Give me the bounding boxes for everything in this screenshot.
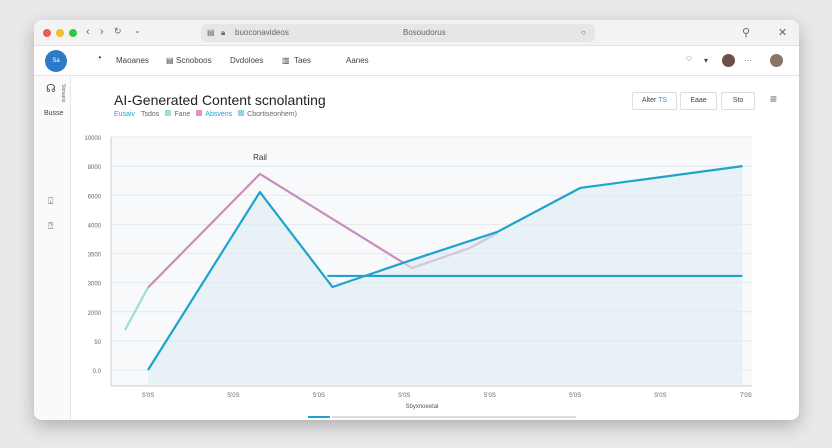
y-tick-label: 4000 — [88, 223, 102, 229]
page-icon: ▤ — [207, 28, 215, 37]
user-avatar[interactable] — [722, 54, 735, 67]
avatar[interactable]: Sa — [45, 50, 67, 72]
x-tick-label: 7'0S — [740, 393, 752, 399]
forward-icon[interactable]: › — [100, 26, 104, 38]
chevron-down-icon[interactable]: ⌄ — [134, 26, 141, 35]
grid-icon: ▥ — [282, 56, 290, 65]
y-tick-label: 8000 — [88, 165, 102, 171]
legend-item-4[interactable]: Cbortiseonhem) — [238, 110, 297, 118]
more-icon[interactable]: ··· — [744, 56, 752, 65]
back-icon[interactable]: ‹ — [86, 26, 90, 38]
lock-icon: 🔒︎ — [221, 28, 226, 37]
x-tick-label: S'0S — [313, 393, 326, 399]
legend: Eusaiv Tsdos Fane Absvens Cbortiseonhem) — [114, 110, 297, 118]
list-icon: ▤ — [166, 56, 174, 65]
nav-item-1[interactable]: Scnoboos — [176, 56, 212, 65]
sidebar: ☊ Sbnaeis Busse ⍗ ⍰ — [34, 76, 71, 420]
minimize-window-button[interactable] — [56, 29, 64, 37]
top-nav: Sa ◔ Maoanes ▤ Scnoboos Dvdoloes ▥ Taes … — [34, 46, 799, 76]
address-bar[interactable]: ▤ 🔒︎ buoconavideos Bosoudorus ○ — [201, 24, 595, 42]
info-icon[interactable]: ⍰ — [48, 221, 54, 231]
x-tick-label: S'0S — [142, 393, 155, 399]
sidebar-vertical-label: Sbnaeis — [60, 84, 66, 103]
x-tick-label: S'0S — [654, 393, 667, 399]
menu-icon[interactable]: ≡ — [770, 92, 778, 106]
reload-page-icon[interactable]: ○ — [581, 28, 586, 37]
annotation-label: Rail — [253, 153, 267, 162]
legend-item-3[interactable]: Absvens — [196, 110, 232, 118]
y-tick-label: 50 — [94, 340, 101, 346]
nav-item-0[interactable]: Maoanes — [116, 56, 149, 65]
x-tick-label: S'0S — [227, 393, 240, 399]
scrollbar-track[interactable] — [332, 416, 576, 418]
title-bar: ‹ › ↻ ⌄ ▤ 🔒︎ buoconavideos Bosoudorus ○ … — [34, 20, 799, 46]
series-line-0 — [123, 287, 149, 331]
nav-item-2[interactable]: Dvdoloes — [230, 56, 264, 65]
nav-item-3[interactable]: Taes — [294, 56, 311, 65]
x-tick-label: S'0S — [483, 393, 496, 399]
export-button[interactable]: Eaae — [680, 92, 717, 110]
x-axis-label: Sbyxnoeetal — [405, 404, 438, 410]
profile-avatar[interactable] — [770, 54, 783, 67]
legend-item-1[interactable]: Tsdos — [141, 110, 160, 118]
y-tick-label: 3500 — [88, 253, 102, 259]
url-right-text: Bosoudorus — [403, 28, 446, 37]
legend-item-2[interactable]: Fane — [165, 110, 190, 118]
page-title: AI-Generated Content scnolanting — [114, 92, 326, 108]
close-window-button[interactable] — [43, 29, 51, 37]
dashboard-icon: ◔ — [96, 53, 103, 64]
nav-item-4[interactable]: Aanes — [346, 56, 369, 65]
sidebar-label[interactable]: Busse — [44, 110, 64, 117]
filter-button[interactable]: Alter TS — [632, 92, 677, 110]
y-tick-label: 0.0 — [93, 369, 102, 375]
download-icon[interactable]: ⍗ — [48, 196, 54, 206]
x-tick-label: S'0S — [398, 393, 411, 399]
legend-item-0[interactable]: Eusaiv — [114, 110, 136, 118]
user-icon[interactable]: ☊ — [46, 83, 56, 95]
y-tick-label: 3000 — [88, 282, 102, 288]
maximize-window-button[interactable] — [69, 29, 77, 37]
y-tick-label: 6000 — [88, 194, 102, 200]
search-icon[interactable]: ⚲ — [742, 27, 751, 39]
chevron-down-icon[interactable]: ▾ — [704, 56, 709, 65]
url-text: buoconavideos — [235, 28, 289, 37]
notification-icon[interactable]: ◌ — [686, 53, 692, 64]
share-button[interactable]: Sto — [721, 92, 755, 110]
reload-icon[interactable]: ↻ — [114, 26, 122, 36]
close-tab-icon[interactable]: ✕ — [778, 27, 788, 39]
y-tick-label: 10000 — [84, 136, 101, 142]
y-tick-label: 2000 — [88, 311, 102, 317]
x-tick-label: S'0S — [569, 393, 582, 399]
scrollbar-thumb[interactable] — [308, 416, 330, 418]
